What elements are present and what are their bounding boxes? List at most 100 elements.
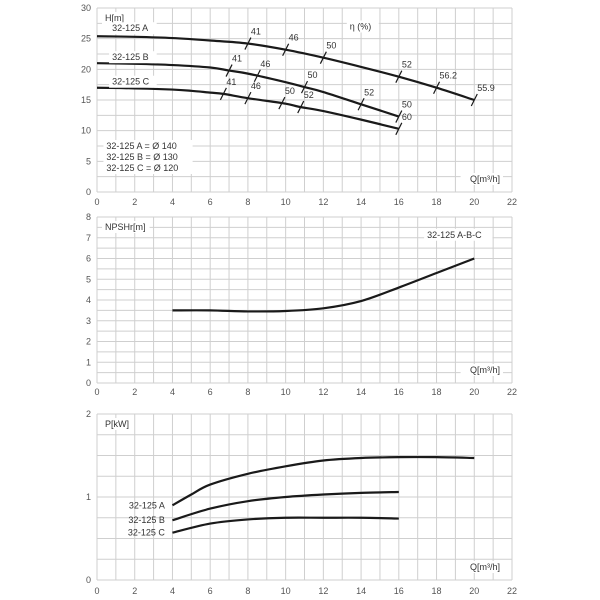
x-axis-label-bg: [460, 173, 503, 185]
efficiency-label: 50: [402, 100, 412, 110]
x-tick-label: 0: [94, 197, 99, 207]
x-tick-label: 10: [281, 387, 291, 397]
x-tick-label: 22: [507, 387, 517, 397]
efficiency-mark: [470, 93, 478, 107]
y-axis-label: NPSHr[m]: [105, 222, 146, 232]
x-axis-label-bg: [460, 561, 503, 573]
y-tick-label: 0: [86, 575, 91, 585]
x-tick-label: 4: [170, 586, 175, 596]
efficiency-mark: [282, 43, 290, 56]
efficiency-mark: [253, 69, 261, 83]
chart-panel-2: 0 2 4 6 8 10 12 14 16 18 20 22012345678NPSHr[m]Q[m³…: [86, 212, 517, 397]
efficiency-mark: [219, 87, 227, 101]
efficiency-mark: [395, 70, 403, 83]
y-tick-label: 2: [86, 337, 91, 347]
curve-label-bg: [109, 22, 157, 35]
y-tick-label: 3: [86, 316, 91, 326]
efficiency-mark: [244, 37, 252, 50]
curve-label: 32-125 A: [112, 23, 148, 33]
y-tick-label: 20: [81, 64, 91, 74]
curve-label: 32-125 B: [112, 52, 149, 62]
impeller-diameter-legend: 32-125 A = Ø 140: [106, 141, 176, 151]
x-axis-label: Q[m³/h]: [470, 562, 500, 572]
grid: [96, 413, 513, 581]
efficiency-label: 41: [232, 54, 242, 64]
impeller-diameter-legend: 32-125 B = Ø 130: [106, 152, 177, 162]
series-line-32-125-a: [171, 455, 475, 507]
y-tick-label: 30: [81, 3, 91, 13]
x-axis-label: Q[m³/h]: [470, 174, 500, 184]
efficiency-mark: [297, 100, 305, 114]
x-tick-label: 18: [432, 586, 442, 596]
efficiency-label: 56.2: [440, 71, 458, 81]
series-line-32-125-b: [172, 490, 399, 522]
y-tick-label: 25: [81, 34, 91, 44]
x-tick-label: 8: [245, 586, 250, 596]
y-tick-label: 0: [86, 378, 91, 388]
x-axis-label: Q[m³/h]: [470, 365, 500, 375]
x-tick-label: 14: [356, 387, 366, 397]
chart-panel-1: 0 2 4 6 8 10 12 14 16 18 20 22051015202530H[m]Q[m³/…: [81, 3, 517, 207]
efficiency-mark: [357, 98, 365, 111]
y-tick-label: 2: [86, 409, 91, 419]
x-tick-label: 20: [469, 197, 479, 207]
impeller-diameter-legend-bg: [103, 140, 193, 152]
x-tick-label: 14: [356, 197, 366, 207]
x-tick-label: 6: [208, 387, 213, 397]
efficiency-label: 60: [402, 112, 412, 122]
efficiency-label: 52: [364, 87, 374, 97]
impeller-diameter-legend-bg: [103, 151, 193, 163]
curve-label: 32-125 C: [128, 528, 166, 538]
grid: [96, 216, 513, 384]
impeller-diameter-legend-bg: [103, 162, 193, 174]
y-tick-label: 1: [86, 492, 91, 502]
efficiency-label: 50: [326, 41, 336, 51]
efficiency-label: 46: [251, 81, 261, 91]
x-tick-label: 20: [469, 387, 479, 397]
x-tick-label: 4: [170, 387, 175, 397]
x-tick-label: 6: [208, 586, 213, 596]
chart-panel-3: 0 2 4 6 8 10 12 14 16 18 20 22012P[kW]Q[m³/h]32-125…: [86, 409, 517, 596]
x-tick-label: 12: [318, 586, 328, 596]
x-tick-label: 0: [94, 387, 99, 397]
efficiency-label: 41: [226, 77, 236, 87]
x-tick-label: 8: [245, 197, 250, 207]
x-tick-label: 6: [208, 197, 213, 207]
efficiency-mark: [278, 96, 286, 110]
x-tick-label: 2: [132, 387, 137, 397]
efficiency-label: 52: [402, 60, 412, 70]
y-tick-label: 5: [86, 156, 91, 166]
y-axis-label: P[kW]: [105, 419, 129, 429]
y-tick-label: 7: [86, 233, 91, 243]
efficiency-label: 52: [304, 90, 314, 100]
efficiency-mark: [244, 91, 252, 105]
y-tick-label: 1: [86, 357, 91, 367]
curve-label: 32-125 A-B-C: [427, 230, 482, 240]
efficiency-axis-label: η (%): [350, 21, 372, 31]
efficiency-mark: [319, 51, 327, 64]
x-tick-label: 16: [394, 197, 404, 207]
curve-label: 32-125 A: [129, 500, 165, 510]
curve-label-bg: [109, 75, 157, 88]
curve-label: 32-125 C: [112, 77, 150, 87]
efficiency-mark: [225, 64, 233, 77]
y-axis-label-bg: [102, 221, 150, 233]
y-tick-label: 15: [81, 95, 91, 105]
efficiency-label: 55.9: [477, 83, 495, 93]
x-tick-label: 20: [469, 586, 479, 596]
efficiency-label: 46: [260, 59, 270, 69]
y-tick-label: 8: [86, 212, 91, 222]
x-tick-label: 4: [170, 197, 175, 207]
x-tick-label: 18: [432, 197, 442, 207]
efficiency-label: 41: [251, 27, 261, 37]
y-axis-label-bg: [102, 418, 134, 430]
x-tick-label: 0: [94, 586, 99, 596]
efficiency-label: 46: [289, 33, 299, 43]
x-tick-label: 2: [132, 586, 137, 596]
x-tick-label: 16: [394, 387, 404, 397]
efficiency-label: 50: [285, 86, 295, 96]
y-tick-label: 6: [86, 254, 91, 264]
x-tick-label: 12: [318, 387, 328, 397]
x-tick-label: 22: [507, 197, 517, 207]
